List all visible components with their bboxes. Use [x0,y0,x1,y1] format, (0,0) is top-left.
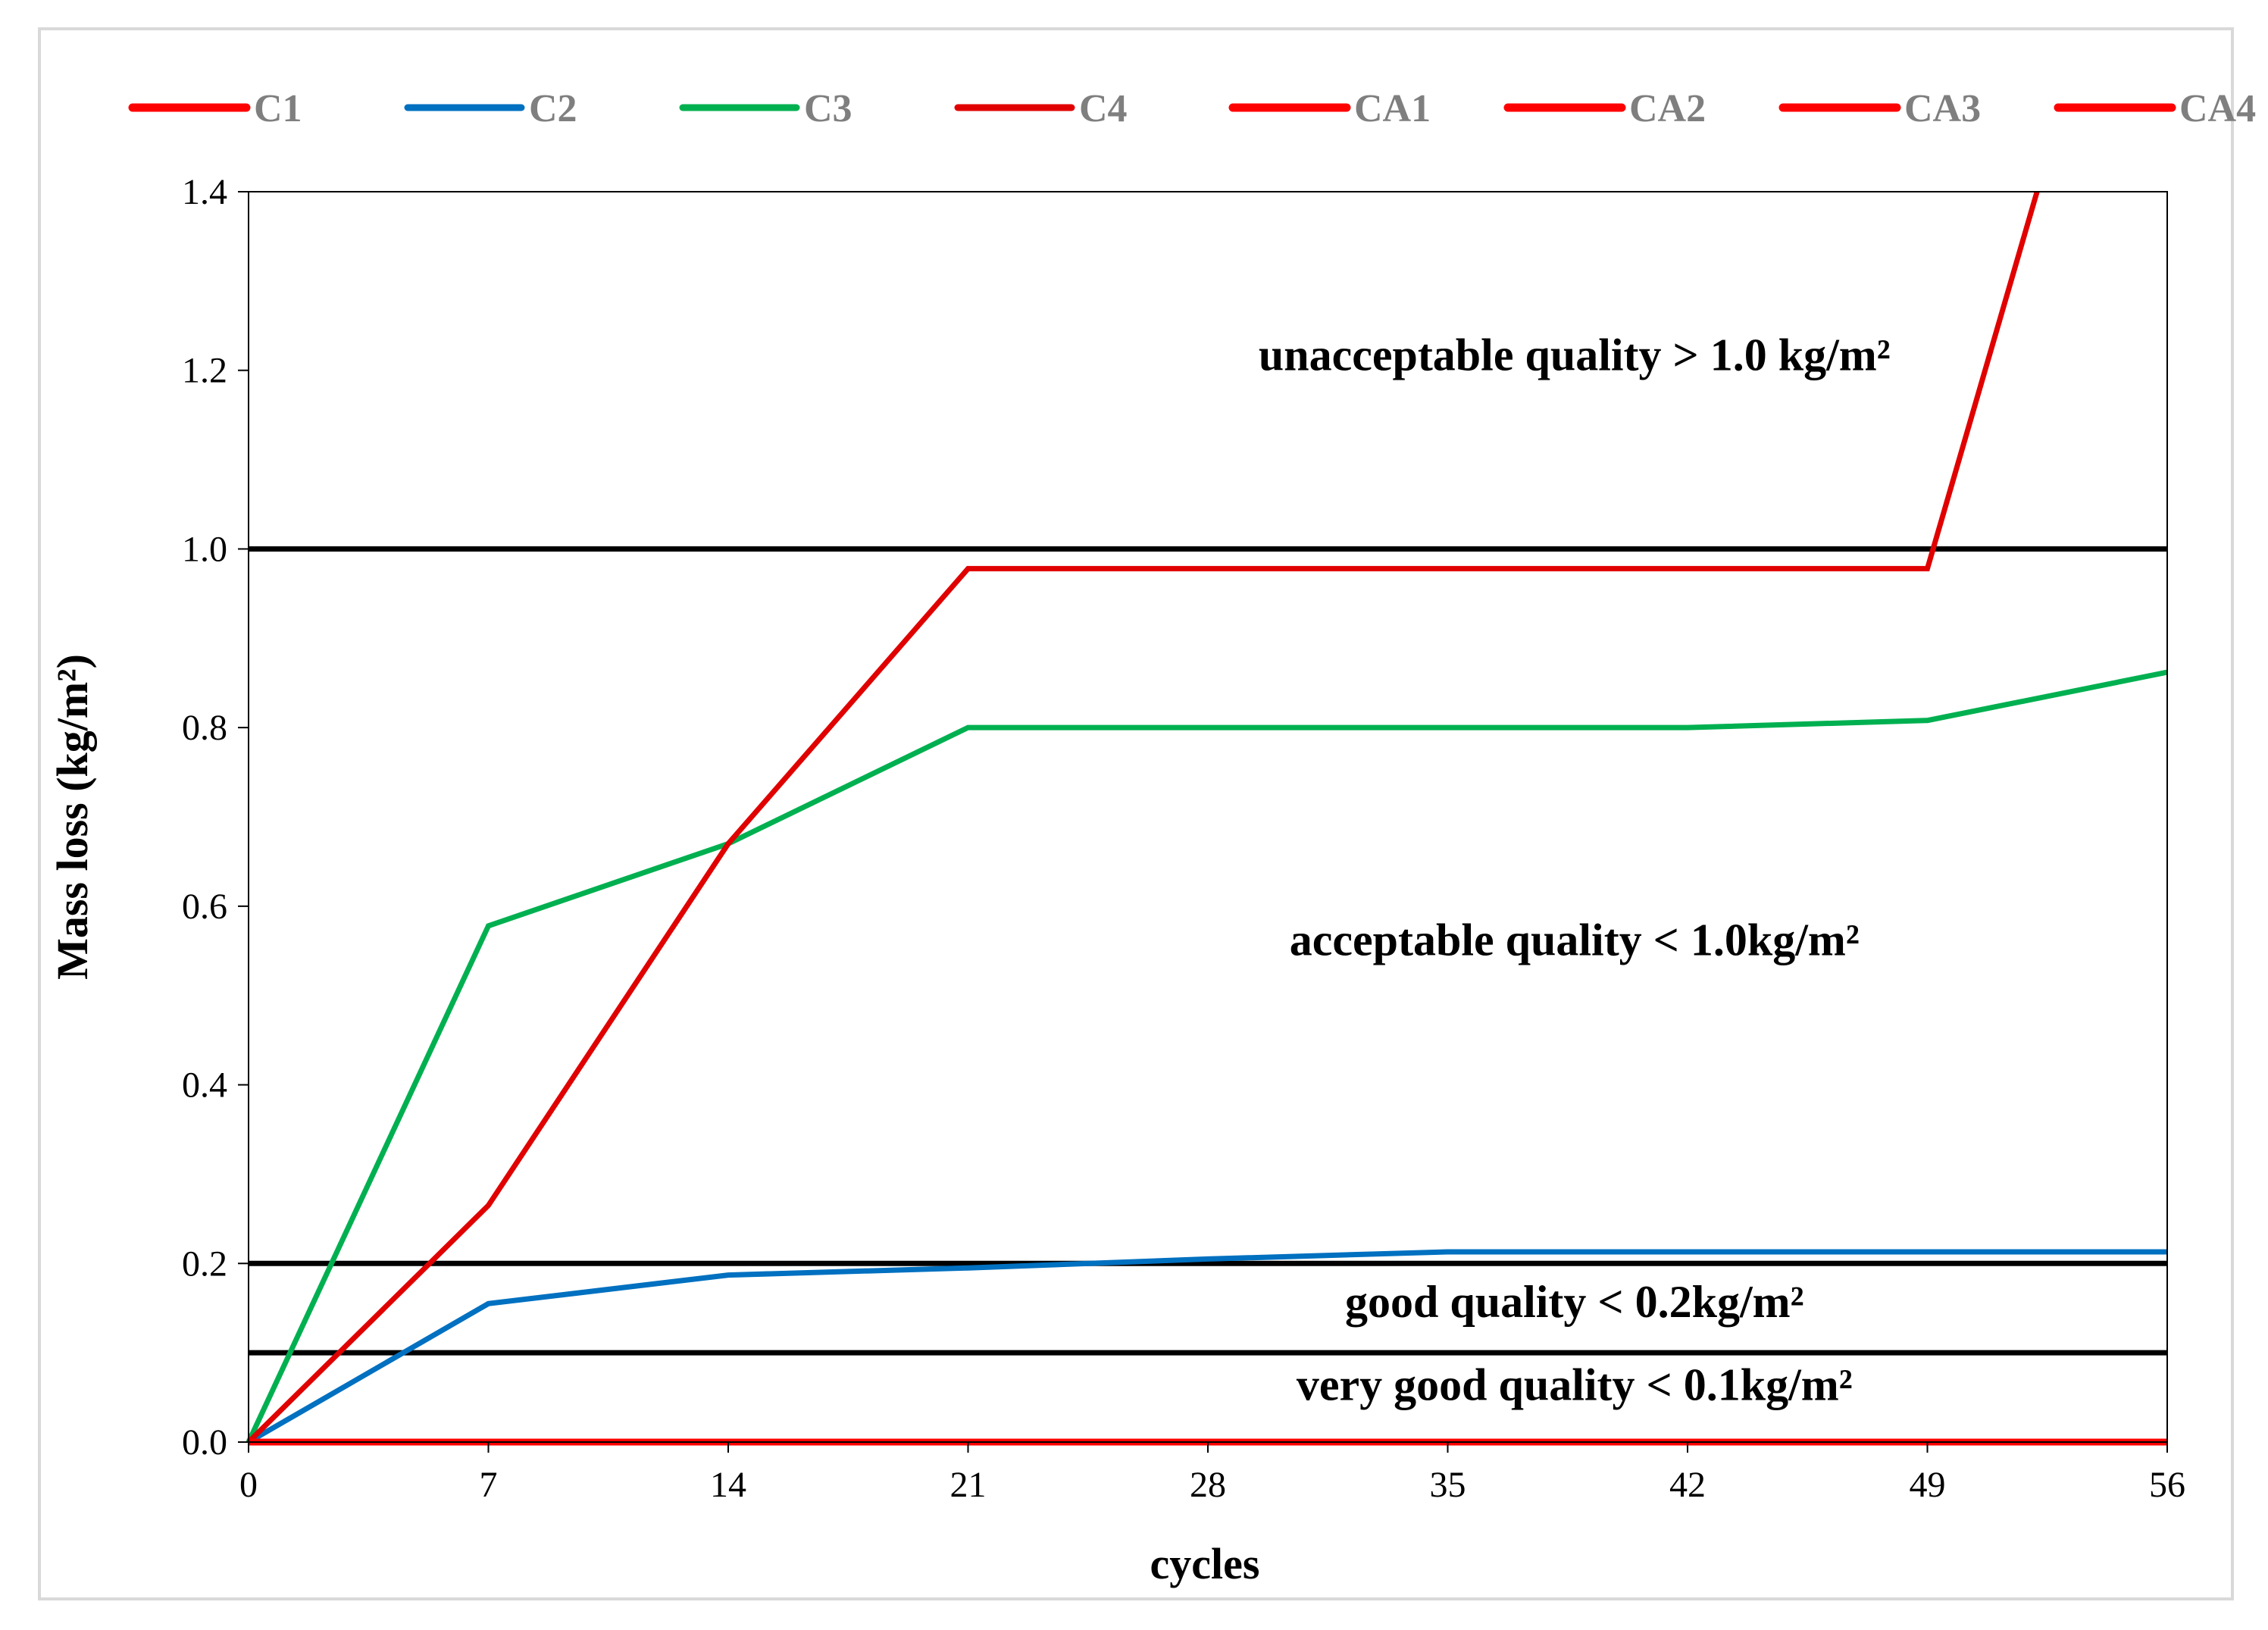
y-tick-label-6: 1.2 [182,351,227,391]
annotations: unacceptable quality > 1.0 kg/m² acceptab… [1259,330,1891,1410]
y-tick-label-1: 0.2 [182,1244,227,1284]
zone-annotation-3: very good quality < 0.1kg/m² [1297,1360,1853,1410]
legend-label-ca3: CA3 [1904,87,1981,130]
x-tick-label-4: 28 [1190,1465,1226,1505]
series-line-c4 [246,191,2040,1444]
threshold-lines [249,546,2167,1356]
legend-label-ca1: CA1 [1354,87,1431,130]
axes: 0 7 14 21 28 35 42 49 56 0.0 0.2 0.4 0.6 0.8 1.0 1.2 1.4 [182,172,2185,1505]
x-tick-label-5: 35 [1430,1465,1466,1505]
y-tick-label-0: 0.0 [182,1422,227,1463]
zone-annotation-0: unacceptable quality > 1.0 kg/m² [1259,330,1891,380]
y-tick-label-5: 1.0 [182,529,227,569]
legend-label-c4: C4 [1079,87,1128,130]
x-tick-label-6: 42 [1669,1465,1706,1505]
x-tick-label-1: 7 [480,1465,498,1505]
legend-label-c3: C3 [804,87,852,130]
legend-label-ca4: CA4 [2179,87,2256,130]
zone-annotation-1: acceptable quality < 1.0kg/m² [1290,915,1860,965]
y-axis-title: Mass loss (kg/m²) [48,654,97,980]
x-tick-label-3: 21 [950,1465,987,1505]
x-tick-label-0: 0 [239,1465,258,1505]
series-line-c3 [246,669,2168,1444]
legend-label-ca2: CA2 [1629,87,1706,130]
y-tick-label-3: 0.6 [182,887,227,927]
x-tick-label-7: 49 [1910,1465,1946,1505]
x-tick-label-2: 14 [710,1465,746,1505]
legend-label-c1: C1 [254,87,302,130]
y-tick-label-4: 0.8 [182,708,227,748]
x-axis-title: cycles [1150,1539,1260,1588]
zone-annotation-2: good quality < 0.2kg/m² [1345,1277,1804,1327]
x-tick-label-8: 56 [2149,1465,2185,1505]
legend-label-c2: C2 [529,87,577,130]
chart-outer-border [38,27,2234,1600]
legend: C1 C2 C3 C4 CA1 CA2 CA3 CA4 [128,87,2256,130]
y-tick-label-2: 0.4 [182,1065,227,1106]
series-line-c2 [247,1249,2167,1445]
y-tick-label-7: 1.4 [182,172,227,212]
